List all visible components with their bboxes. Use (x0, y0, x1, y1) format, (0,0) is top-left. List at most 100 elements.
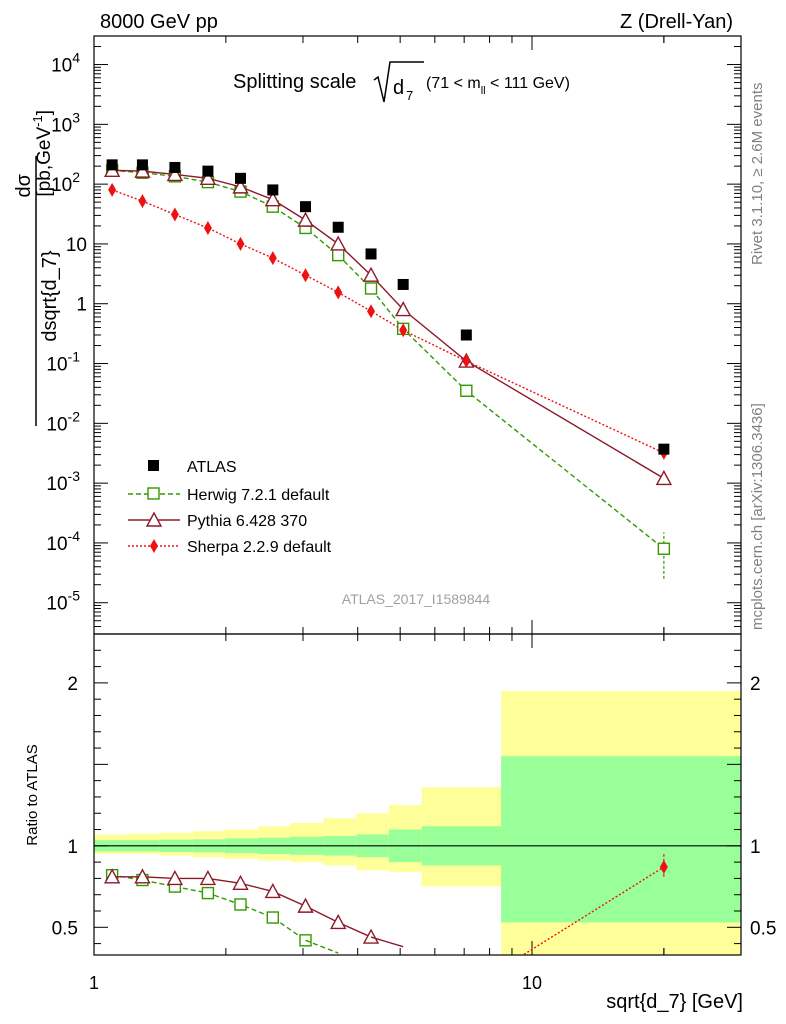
ratio-tail (305, 939, 339, 954)
ratio-tail (370, 936, 404, 948)
ratio-point (199, 869, 217, 886)
ratio-axis-label: Ratio to ATLAS (24, 744, 41, 845)
data-point (199, 169, 217, 186)
data-point (460, 384, 473, 397)
y-tick-label: 10-5 (46, 588, 80, 615)
series-atlas (106, 159, 670, 455)
data-point (236, 236, 245, 251)
ratio-point (266, 911, 280, 924)
data-point (138, 194, 147, 209)
legend-label-sherpa: Sherpa 2.2.9 default (187, 539, 332, 556)
data-point (300, 201, 312, 213)
data-point (658, 443, 670, 455)
ratio-tail-line (370, 936, 404, 948)
series-line (111, 189, 665, 454)
y-axis-numerator: dσ (13, 173, 35, 197)
y-tick-label: 10-2 (46, 408, 80, 435)
data-point (462, 354, 471, 369)
y-tick-label: 1 (76, 295, 87, 316)
sqrt-symbol (373, 61, 424, 103)
data-point (655, 469, 673, 486)
rivet-version: Rivet 3.1.10, ≥ 2.6M events (749, 83, 766, 266)
data-point (136, 159, 148, 171)
process-label: Z (Drell-Yan) (620, 11, 733, 33)
data-point (203, 220, 212, 235)
plot-title-cut: (71 < mll < 111 GeV) (426, 75, 570, 97)
ratio-y-tick-label: 2 (67, 674, 78, 695)
series-sherpa (108, 182, 668, 460)
band-inner-bin (501, 756, 741, 923)
data-series (103, 159, 673, 955)
data-point (234, 172, 246, 184)
data-point (365, 248, 377, 260)
ratio-y-tick-label-right: 0.5 (750, 918, 776, 939)
ratio-y-tick-label-right: 1 (750, 837, 761, 858)
uncertainty-bands (94, 691, 741, 955)
data-point (362, 266, 380, 282)
ratio-y-tick-label: 0.5 (52, 918, 78, 939)
ratio-point (134, 868, 151, 884)
ratio-point (166, 869, 184, 886)
data-point (166, 166, 184, 182)
series-pythia (103, 161, 673, 486)
legend-label-pythia: Pythia 6.428 370 (187, 513, 307, 530)
y-tick-label: 10-3 (46, 468, 80, 495)
y-axis-label: dσ dsqrt{d_7} (13, 156, 61, 426)
ratio-point (201, 886, 215, 900)
data-point (330, 235, 347, 251)
data-point (460, 329, 472, 341)
data-point (134, 162, 151, 178)
data-point (364, 282, 378, 295)
x-tick-label: 10 (522, 973, 542, 993)
ratio-series-pythia (103, 868, 380, 944)
ratio-point (362, 928, 380, 944)
data-point (301, 268, 310, 283)
ratio-plot-frame (93, 633, 742, 956)
x-tick-label: 1 (89, 973, 99, 993)
y-tick-label: 10 (66, 235, 87, 256)
ratio-y-tick-label-right: 2 (750, 674, 761, 695)
data-point (395, 301, 412, 317)
ratio-point (330, 913, 347, 930)
data-point (657, 542, 671, 555)
data-point (332, 221, 344, 233)
ratio-series-sherpa (521, 853, 668, 955)
ratio-point (264, 882, 281, 899)
y-tick-label: 10-4 (46, 528, 80, 555)
plot-title-subscript: 7 (406, 88, 413, 103)
data-point (108, 182, 117, 197)
data-point (367, 304, 376, 319)
data-point (268, 251, 277, 266)
y-axis-denominator: dsqrt{d_7} (39, 250, 61, 342)
data-point (334, 285, 343, 300)
data-point (267, 184, 279, 196)
data-point (169, 161, 181, 173)
legend-label-atlas: ATLAS (187, 459, 237, 476)
y-tick-label: 10-1 (46, 349, 80, 376)
legend: ATLAS Herwig 7.2.1 default Pythia 6.428 … (128, 459, 332, 556)
legend-marker-atlas (148, 460, 159, 471)
data-point (170, 207, 179, 222)
legend-marker-sherpa (150, 539, 158, 553)
legend-marker-pythia (145, 511, 163, 527)
data-point (202, 165, 214, 177)
plot-title: Splitting scale (233, 71, 356, 93)
ratio-point (659, 860, 668, 875)
data-point (106, 159, 118, 171)
y-tick-label: 103 (51, 109, 80, 136)
data-point (399, 323, 408, 338)
data-point (264, 191, 281, 207)
energy-label: 8000 GeV pp (100, 11, 218, 33)
y-tick-label: 104 (51, 50, 80, 77)
ratio-tail-line (305, 939, 339, 954)
ratio-point (103, 868, 121, 884)
legend-marker-herwig (147, 487, 160, 500)
data-point (331, 248, 345, 262)
series-line (112, 169, 665, 479)
ratio-point (234, 898, 247, 911)
ratio-point (297, 897, 314, 913)
y-axis-unit-text: [pb,GeV-1] (30, 110, 55, 197)
legend-label-herwig: Herwig 7.2.1 default (187, 487, 330, 504)
